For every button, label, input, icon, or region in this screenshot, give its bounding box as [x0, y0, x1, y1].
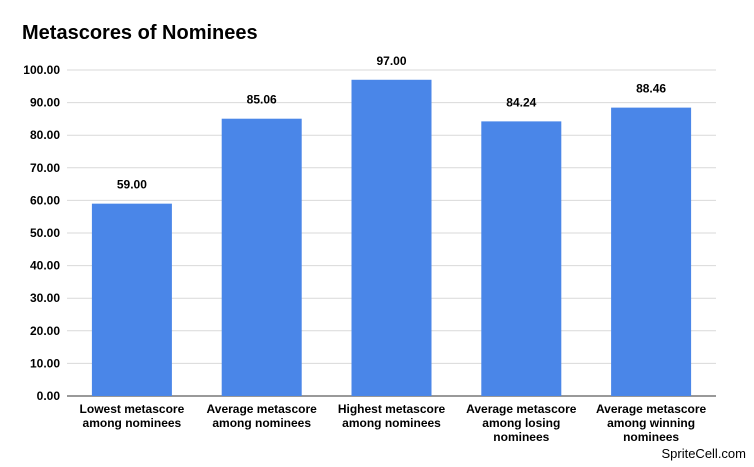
- x-tick-label-line: among nominees: [212, 416, 311, 430]
- y-tick-label: 40.00: [30, 259, 60, 273]
- watermark: SpriteCell.com: [661, 446, 746, 461]
- x-tick-label-line: among winning: [607, 416, 695, 430]
- x-tick-label-line: Lowest metascore: [80, 402, 185, 416]
- x-tick-label-line: Average metascore: [207, 402, 318, 416]
- x-tick-label-line: Average metascore: [596, 402, 707, 416]
- x-tick-label: Highest metascore among nominees: [338, 402, 446, 430]
- bar: [481, 121, 562, 397]
- x-tick-label-line: Highest metascore: [338, 402, 446, 416]
- data-label: 88.46: [636, 82, 666, 96]
- y-tick-label: 60.00: [30, 193, 60, 207]
- y-tick-label: 0.00: [37, 389, 61, 403]
- y-tick-label: 10.00: [30, 356, 60, 370]
- data-label: 85.06: [247, 93, 277, 107]
- x-tick-label-line: nominees: [493, 430, 549, 444]
- y-tick-label: 70.00: [30, 161, 60, 175]
- x-tick-label-line: among nominees: [342, 416, 441, 430]
- data-label: 97.00: [376, 54, 406, 68]
- bar: [91, 203, 172, 396]
- chart-title: Metascores of Nominees: [22, 22, 258, 44]
- y-tick-label: 90.00: [30, 96, 60, 110]
- bar: [221, 118, 302, 396]
- y-tick-label: 80.00: [30, 128, 60, 142]
- x-tick-label-line: among nominees: [83, 416, 182, 430]
- data-label: 84.24: [506, 95, 536, 109]
- x-tick-label-line: Average metascore: [466, 402, 577, 416]
- x-tick-label: Average metascore among losing nominees: [466, 402, 577, 444]
- x-tick-label-line: among losing: [482, 416, 560, 430]
- x-tick-label: Average metascore among nominees: [207, 402, 318, 430]
- y-tick-label: 100.00: [23, 63, 60, 77]
- data-label: 59.00: [117, 178, 147, 192]
- y-tick-label: 50.00: [30, 226, 60, 240]
- y-tick-label: 30.00: [30, 291, 60, 305]
- y-tick-label: 20.00: [30, 324, 60, 338]
- bar: [611, 107, 692, 397]
- bar: [351, 79, 432, 396]
- x-tick-label: Average metascore among winning nominees: [596, 402, 707, 444]
- x-tick-label-line: nominees: [623, 430, 679, 444]
- x-tick-label: Lowest metascore among nominees: [80, 402, 185, 430]
